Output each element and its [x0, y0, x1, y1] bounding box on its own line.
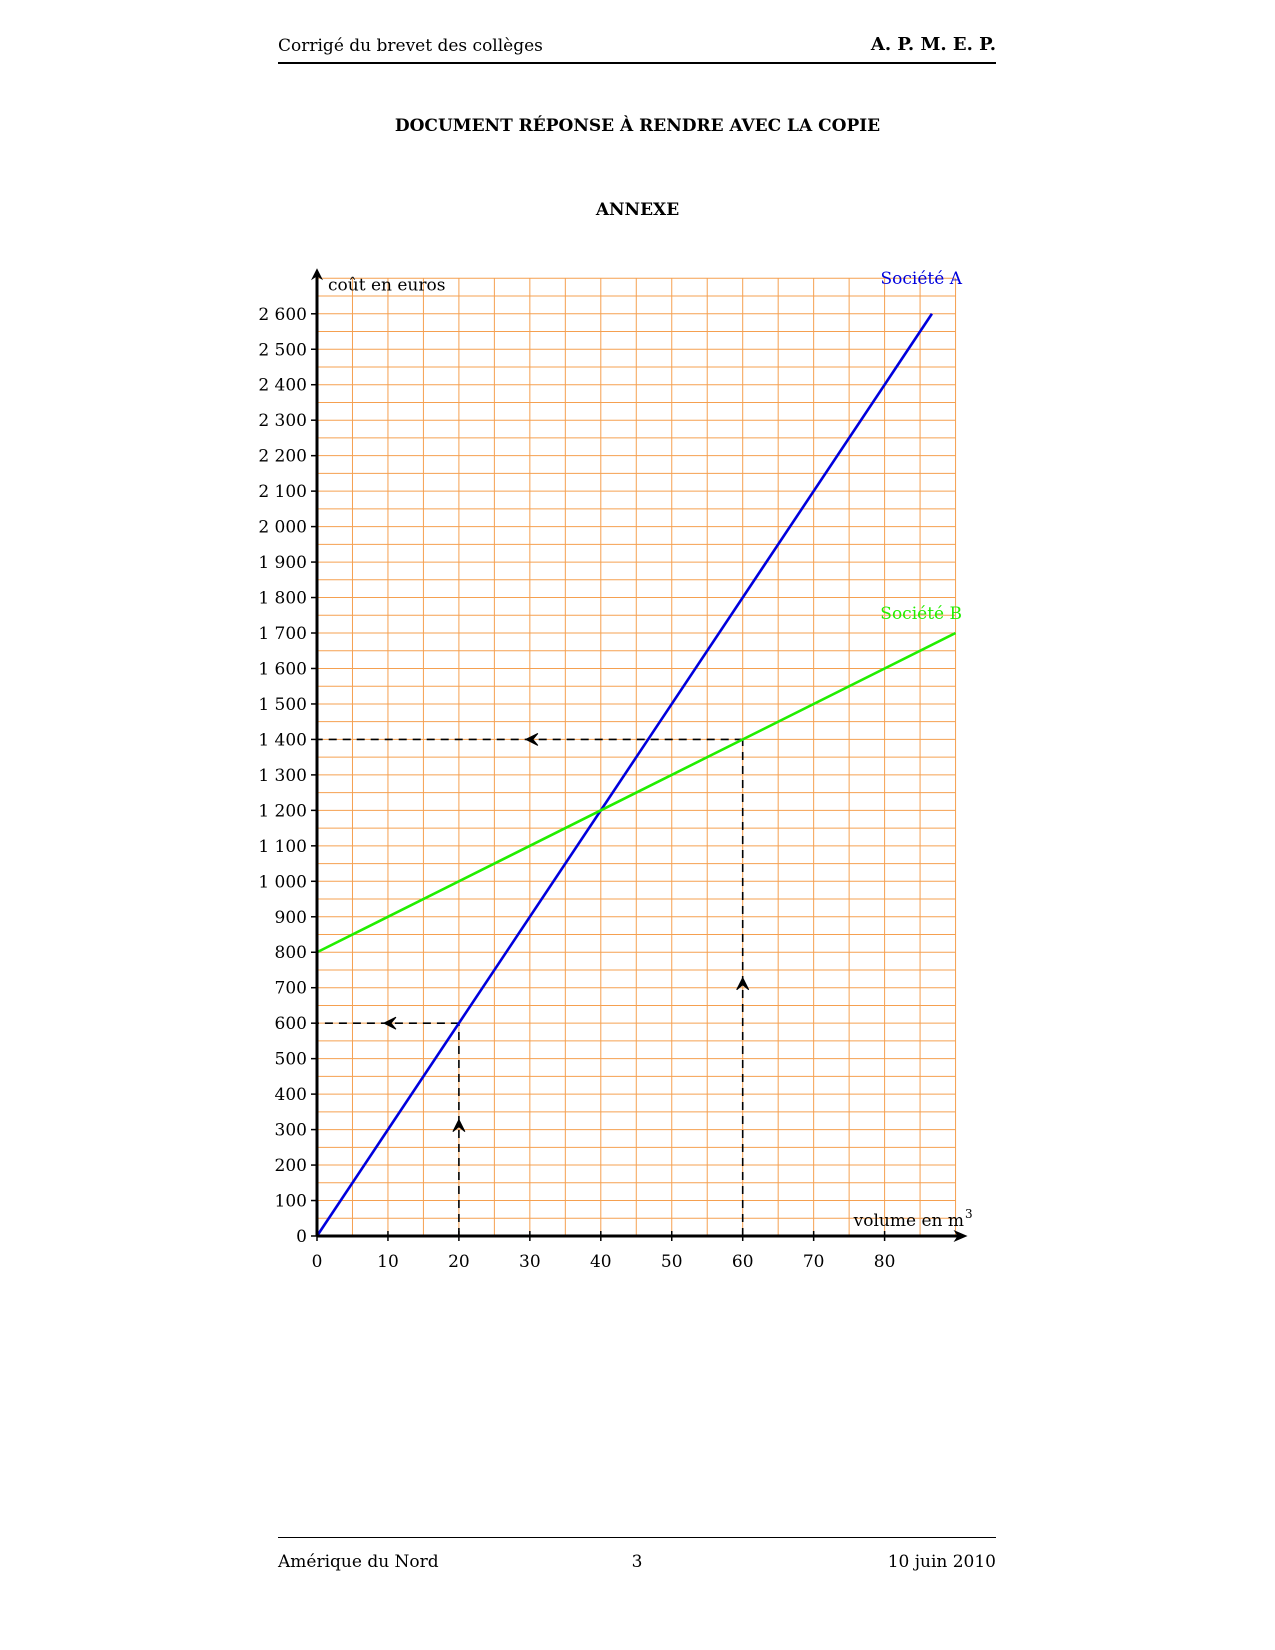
- x-tick-label: 0: [312, 1252, 323, 1272]
- guide-annotation: [317, 1016, 466, 1236]
- page-number: 3: [631, 1552, 643, 1572]
- guide-arrow: [524, 732, 539, 746]
- x-axis-label-exponent: 3: [965, 1207, 973, 1221]
- y-axis-label: coût en euros: [328, 275, 445, 295]
- y-tick-label: 1 700: [258, 624, 307, 644]
- footer-date: 10 juin 2010: [887, 1552, 996, 1572]
- y-tick-label: 100: [275, 1192, 307, 1212]
- y-tick-label: 1 000: [258, 872, 307, 892]
- y-tick-label: 500: [275, 1050, 307, 1070]
- y-tick-label: 2 500: [258, 340, 307, 360]
- series-line-b: [316, 631, 957, 954]
- y-tick-label: 200: [275, 1156, 307, 1176]
- y-tick-label: 900: [275, 908, 307, 928]
- x-axis-arrow: [953, 1230, 968, 1242]
- y-axis-arrow: [311, 268, 323, 281]
- series-label-a: Société A: [881, 269, 963, 289]
- y-tick-label: 2 300: [258, 411, 307, 431]
- y-tick-label: 2 200: [258, 447, 307, 467]
- footer-left: Amérique du Nord: [278, 1552, 439, 1572]
- y-tick-label: 0: [296, 1227, 307, 1247]
- x-axis-label: volume en m: [853, 1211, 964, 1231]
- y-tick-label: 300: [275, 1121, 307, 1141]
- guide-arrow: [736, 976, 750, 991]
- series-label-b: Société B: [880, 604, 962, 624]
- header-right: A. P. M. E. P.: [870, 34, 996, 55]
- y-tick-label: 700: [275, 979, 307, 999]
- guide-arrow: [382, 1016, 397, 1030]
- y-tick-label: 400: [275, 1085, 307, 1105]
- y-tick-label: 2 100: [258, 482, 307, 502]
- y-tick-label: 1 800: [258, 589, 307, 609]
- document-title: DOCUMENT RÉPONSE À RENDRE AVEC LA COPIE: [394, 116, 881, 136]
- chart-axes: [311, 268, 968, 1242]
- guide-arrow: [452, 1118, 466, 1132]
- x-tick-label: 40: [590, 1252, 612, 1272]
- y-tick-label: 800: [275, 943, 307, 963]
- y-tick-label: 2 400: [258, 376, 307, 396]
- y-tick-label: 1 600: [258, 659, 307, 679]
- y-tick-label: 1 300: [258, 766, 307, 786]
- y-tick-label: 1 900: [258, 553, 307, 573]
- series-line-a: [315, 313, 934, 1237]
- annex-title: ANNEXE: [595, 200, 680, 220]
- y-tick-label: 1 100: [258, 837, 307, 857]
- x-tick-label: 10: [377, 1252, 399, 1272]
- x-tick-label: 80: [874, 1252, 896, 1272]
- y-tick-label: 1 400: [258, 730, 307, 750]
- y-tick-label: 1 500: [258, 695, 307, 715]
- x-tick-label: 20: [448, 1252, 470, 1272]
- y-tick-label: 1 200: [258, 801, 307, 821]
- guide-lines: [317, 732, 750, 1236]
- header-left: Corrigé du brevet des collèges: [278, 36, 543, 56]
- y-tick-label: 2 600: [258, 305, 307, 325]
- page-header: Corrigé du brevet des collèges A. P. M. …: [278, 34, 996, 64]
- x-tick-label: 50: [661, 1252, 683, 1272]
- x-tick-label: 70: [803, 1252, 825, 1272]
- x-tick-label: 60: [732, 1252, 754, 1272]
- y-tick-label: 2 000: [258, 518, 307, 538]
- y-tick-label: 600: [275, 1014, 307, 1034]
- guide-annotation: [317, 732, 750, 1236]
- chart-series: [315, 313, 957, 1237]
- page-footer: Amérique du Nord 3 10 juin 2010: [278, 1537, 996, 1572]
- x-tick-label: 30: [519, 1252, 541, 1272]
